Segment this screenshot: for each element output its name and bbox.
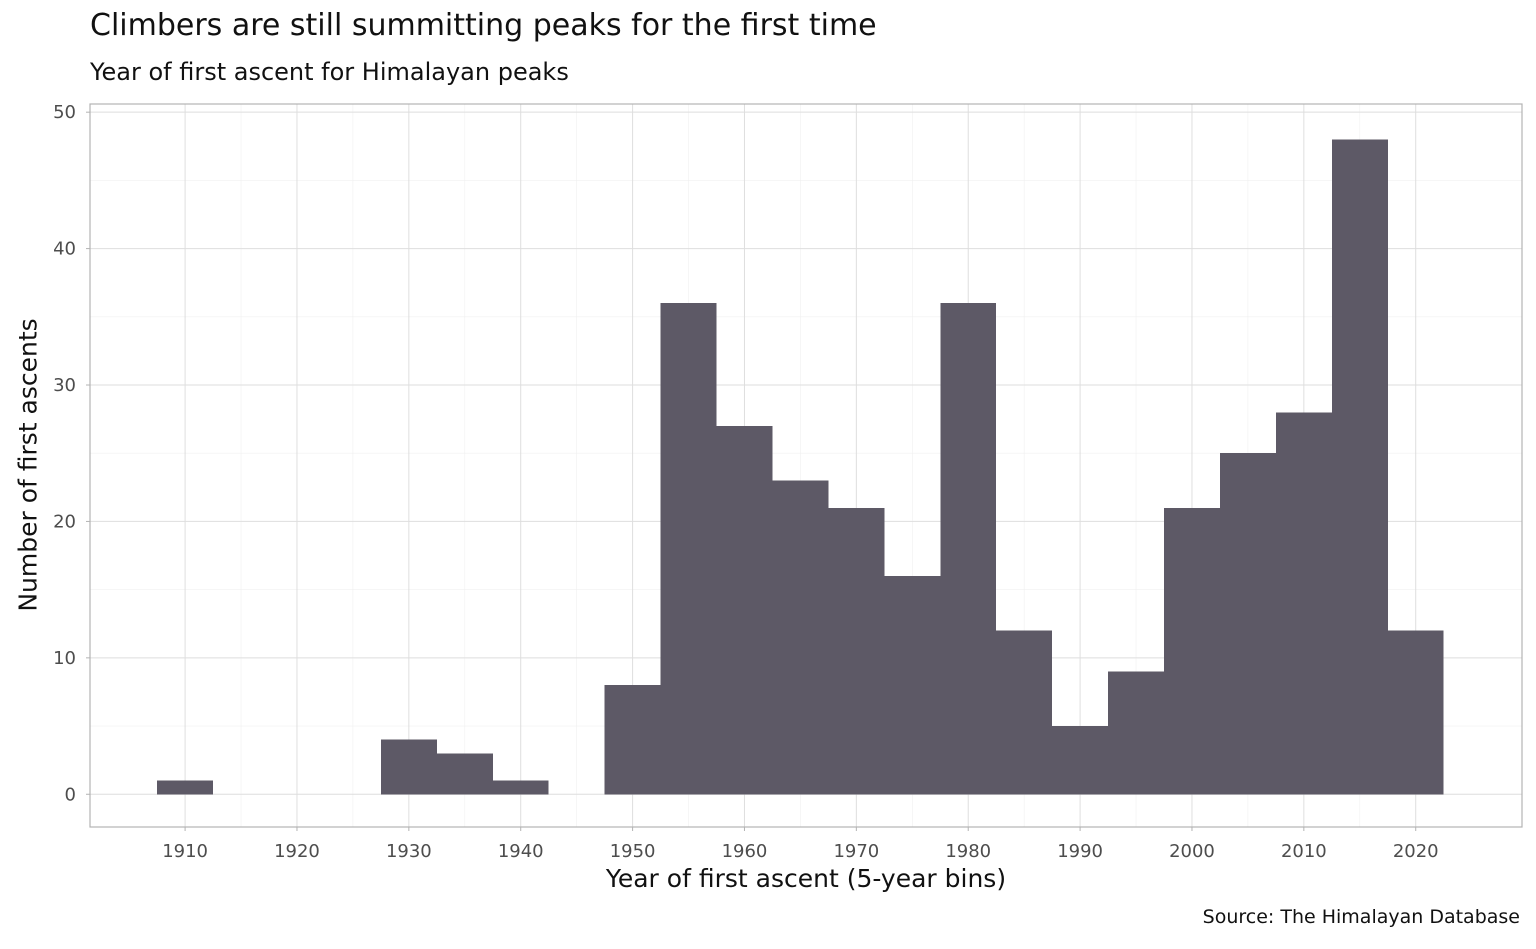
y-tick-label: 20	[53, 511, 76, 532]
source-caption: Source: The Himalayan Database	[1202, 906, 1520, 928]
x-tick-label: 1940	[498, 841, 544, 862]
x-tick-label: 2010	[1281, 841, 1327, 862]
histogram-bar	[1275, 412, 1332, 795]
x-axis-label: Year of first ascent (5-year bins)	[605, 864, 1007, 893]
histogram-bar	[716, 425, 773, 795]
y-tick-label: 10	[53, 648, 76, 669]
histogram-bar	[436, 753, 493, 795]
histogram-bar	[660, 303, 717, 795]
histogram-bar	[828, 507, 885, 795]
histogram-bar	[772, 480, 829, 795]
histogram-bar	[604, 685, 661, 795]
histogram-bar	[1387, 630, 1444, 795]
x-tick-label: 1960	[722, 841, 768, 862]
x-tick-label: 1980	[945, 841, 991, 862]
x-tick-label: 1930	[386, 841, 432, 862]
histogram-bar	[1219, 453, 1276, 795]
histogram-bar	[884, 575, 941, 795]
panel-border	[89, 103, 1523, 828]
y-tick-label: 40	[53, 239, 76, 260]
histogram-bar	[492, 780, 549, 795]
histogram-bar	[1331, 139, 1388, 795]
x-tick-label: 1910	[162, 841, 208, 862]
x-tick-label: 1970	[833, 841, 879, 862]
histogram-bar	[1052, 726, 1109, 795]
histogram-bar	[996, 630, 1053, 795]
histogram-bar	[380, 739, 437, 795]
chart-title: Climbers are still summitting peaks for …	[90, 8, 877, 43]
x-tick-label: 1990	[1057, 841, 1103, 862]
x-axis-ticks: 1910 1920 1930 1940 1950 1960 1970 1980 1990 2000…	[162, 827, 1439, 862]
chart-subtitle: Year of first ascent for Himalayan peaks	[90, 58, 569, 86]
histogram-bar	[1108, 671, 1164, 795]
x-tick-label: 1920	[274, 841, 320, 862]
y-tick-label: 50	[53, 102, 76, 123]
histogram-bar	[157, 780, 214, 795]
x-tick-label: 2020	[1393, 841, 1439, 862]
histogram-bar	[1164, 507, 1220, 795]
y-tick-label: 30	[53, 375, 76, 396]
y-axis-label: Number of first ascents	[13, 318, 43, 612]
y-tick-label: 0	[65, 784, 76, 805]
x-tick-label: 2000	[1169, 841, 1215, 862]
x-tick-label: 1950	[610, 841, 656, 862]
histogram-bar	[940, 303, 997, 795]
histogram-bars	[157, 139, 1444, 795]
y-axis-ticks: 0 10 20 30 40 50	[53, 102, 90, 805]
